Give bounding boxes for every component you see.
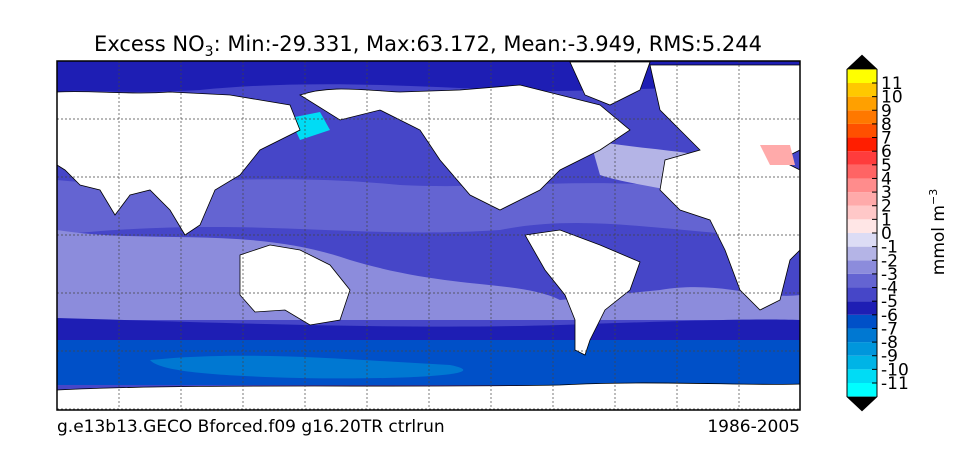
colorbar-unit: mmol m [929, 205, 949, 275]
colorbar-tick-label: -11 [881, 374, 909, 394]
colorbar-tick-label: 11 [881, 74, 903, 94]
colorbar-box [847, 137, 877, 152]
colorbar-tick-label: -10 [881, 360, 909, 380]
colorbar-tick-label: -4 [881, 279, 898, 299]
colorbar-box [847, 205, 877, 220]
colorbar-label: mmol m−3 [927, 189, 949, 275]
southern-patch [150, 355, 464, 379]
north-america [299, 84, 631, 211]
colorbar-box [847, 151, 877, 165]
footer-left: g.e13b13.GECO Bforced.f09 g16.20TR ctrlr… [57, 417, 445, 437]
colorbar-box [847, 110, 877, 124]
colorbar-tick-label: -8 [881, 333, 898, 353]
footer-right: 1986-2005 [707, 417, 800, 437]
colorbar-box [847, 219, 877, 233]
colorbar-box [847, 233, 877, 247]
colorbar-tick-label: -3 [881, 265, 898, 285]
colorbar-box [847, 273, 877, 288]
colorbar-box [847, 355, 877, 370]
colorbar-box [847, 192, 877, 206]
colorbar-tick-label: 10 [881, 88, 903, 108]
colorbar-box [847, 96, 877, 111]
eurasia [56, 91, 301, 236]
south-america [524, 229, 641, 356]
colorbar-tick-label: -5 [881, 292, 898, 312]
colorbar-box [847, 342, 877, 356]
colorbar-box [847, 164, 877, 179]
map-frame [56, 60, 801, 411]
colorbar-tick-label: 6 [881, 142, 892, 162]
colorbar-tick-label: -6 [881, 306, 898, 326]
mediterranean-patch [760, 145, 795, 165]
colorbar-tick-label: -7 [881, 319, 898, 339]
colorbar-box [847, 314, 877, 329]
okhotsk-patch [290, 112, 330, 140]
colorbar-box [847, 178, 877, 193]
title-prefix: Excess NO [94, 32, 205, 56]
colorbar-tick-label: 9 [881, 101, 892, 121]
colorbar-tick-label: 3 [881, 183, 892, 203]
title-rest: : Min:-29.331, Max:63.172, Mean:-3.949, … [214, 32, 762, 56]
colorbar-tick-label: -2 [881, 251, 898, 271]
colorbar-box [847, 328, 877, 343]
title: Excess NO3: Min:-29.331, Max:63.172, Mea… [94, 32, 762, 60]
colorbar-tick-label: -9 [881, 347, 898, 367]
colorbar-tick-label: -1 [881, 238, 898, 258]
colorbar-tick-label: 0 [881, 224, 892, 244]
colorbar-box [847, 287, 877, 302]
colorbar-tick-label: 4 [881, 169, 892, 189]
colorbar-box [847, 260, 877, 274]
colorbar-tick-label: 1 [881, 210, 892, 230]
antarctica [56, 382, 801, 411]
colorbar-tick-label: 2 [881, 197, 892, 217]
colorbar-box [847, 123, 877, 138]
colorbar-extend-bottom [847, 396, 877, 411]
colorbar-box [847, 69, 877, 83]
australia [239, 244, 351, 326]
colorbar-unit-exp: −3 [927, 189, 940, 205]
colorbar-box [847, 246, 877, 261]
map [56, 60, 801, 411]
greenland [569, 61, 651, 106]
colorbar-box [847, 301, 877, 315]
colorbar-outline [846, 54, 878, 412]
colorbar-box [847, 369, 877, 383]
colorbar-extend-top [847, 55, 877, 70]
colorbar-box [847, 383, 877, 397]
title-subscript: 3 [205, 44, 214, 60]
colorbar-tick-label: 7 [881, 129, 892, 149]
colorbar-box [847, 83, 877, 97]
colorbar-tick-label: 5 [881, 156, 892, 176]
colorbar-tick-label: 8 [881, 115, 892, 135]
